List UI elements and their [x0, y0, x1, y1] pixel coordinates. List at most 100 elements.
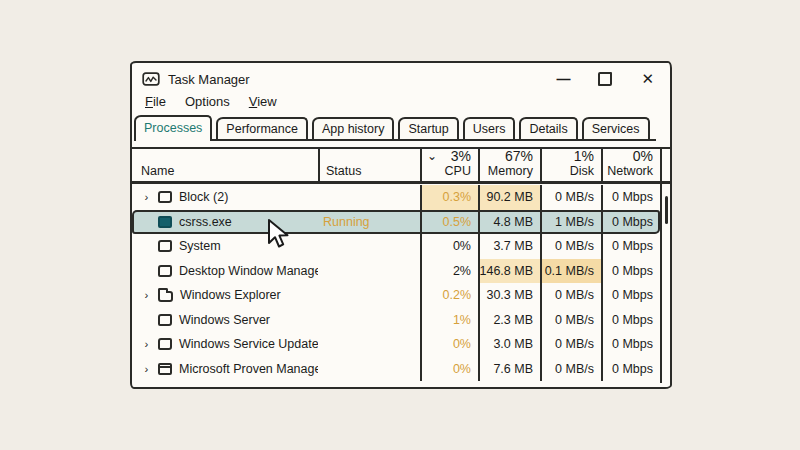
- network-cell: 0 Mbps: [601, 234, 660, 259]
- network-cell: 0 Mbps: [601, 357, 660, 382]
- disk-cell: 0 MB/s: [540, 283, 601, 308]
- process-row[interactable]: ›Block (2)0.3%90.2 MB0 MB/s0 Mbps: [132, 185, 660, 210]
- network-cell: 0 Mbps: [601, 259, 660, 284]
- menu-options[interactable]: Options: [185, 94, 230, 109]
- memory-total: 67%: [505, 148, 533, 164]
- process-name: Desktop Window Manager: [179, 264, 318, 278]
- process-row[interactable]: System0%3.7 MB0 MB/s0 Mbps: [132, 234, 660, 259]
- column-header-memory[interactable]: 67% Memory: [478, 149, 540, 181]
- network-cell: 0 Mbps: [601, 185, 660, 210]
- process-rows: ›Block (2)0.3%90.2 MB0 MB/s0 Mbpscsrss.e…: [132, 184, 670, 381]
- menu-view[interactable]: View: [249, 94, 277, 109]
- tab-performance[interactable]: Performance: [216, 117, 308, 139]
- app-process-icon: [158, 191, 172, 203]
- status-cell: [318, 308, 420, 333]
- tab-services[interactable]: Services: [582, 117, 650, 139]
- column-header-cpu[interactable]: ⌄ 3% CPU: [420, 149, 478, 181]
- process-name-cell: › Microsoft Proven Manager: [132, 357, 318, 382]
- expand-chevron-icon[interactable]: ›: [142, 338, 151, 350]
- process-row[interactable]: ›Windows Explorer 0.2%30.3 MB0 MB/s0 Mbps: [132, 283, 660, 308]
- process-name: Block (2): [179, 190, 228, 204]
- scrollbar-track[interactable]: [660, 147, 672, 383]
- memory-cell: 90.2 MB: [478, 185, 540, 210]
- memory-cell: 7.6 MB: [478, 357, 540, 382]
- menu-file[interactable]: File: [145, 94, 166, 109]
- tab-details[interactable]: Details: [519, 117, 577, 139]
- status-cell: [318, 259, 420, 284]
- expand-chevron-icon[interactable]: ›: [142, 363, 151, 375]
- memory-cell: 3.7 MB: [478, 234, 540, 259]
- network-cell: 0 Mbps: [601, 332, 660, 357]
- process-name-cell: Windows Server: [132, 308, 318, 333]
- network-cell: 0 Mbps: [601, 210, 660, 235]
- teal-process-icon: [158, 216, 172, 228]
- disk-total: 1%: [574, 148, 594, 164]
- cpu-cell: 0.2%: [420, 283, 478, 308]
- network-total: 0%: [633, 148, 653, 164]
- app-process-icon: [158, 265, 172, 277]
- process-name-cell: ›Windows Explorer: [132, 283, 318, 308]
- disk-cell: 0 MB/s: [540, 234, 601, 259]
- tab-startup[interactable]: Startup: [398, 117, 458, 139]
- minimize-icon[interactable]: —: [556, 72, 569, 86]
- network-cell: 0 Mbps: [601, 308, 660, 333]
- window-title: Task Manager: [168, 72, 250, 87]
- disk-cell: 0 MB/s: [540, 308, 601, 333]
- expand-chevron-icon[interactable]: ›: [142, 289, 151, 301]
- tab-strip: Processes Performance App history Startu…: [132, 113, 670, 141]
- process-row[interactable]: Windows Server1%2.3 MB0 MB/s0 Mbps: [132, 308, 660, 333]
- process-name: csrss.exe: [179, 215, 232, 229]
- cpu-cell: 0%: [420, 357, 478, 382]
- status-cell: [318, 185, 420, 210]
- memory-cell: 4.8 MB: [478, 210, 540, 235]
- status-cell: [318, 357, 420, 382]
- process-name-cell: System: [132, 234, 318, 259]
- process-row[interactable]: › Windows Service Update... 0%3.0 MB0 MB/s…: [132, 332, 660, 357]
- memory-cell: 3.0 MB: [478, 332, 540, 357]
- app-process-icon: [158, 338, 172, 350]
- column-header-name[interactable]: Name: [132, 149, 318, 181]
- process-name-cell: › Windows Service Update...: [132, 332, 318, 357]
- process-name-cell: Desktop Window Manager: [132, 259, 318, 284]
- process-name: System: [179, 239, 221, 253]
- status-cell: [318, 283, 420, 308]
- disk-cell: 1 MB/s: [540, 210, 601, 235]
- scrollbar-thumb[interactable]: [665, 196, 668, 224]
- column-header-status[interactable]: Status: [318, 149, 420, 181]
- process-name: Windows Service Update...: [179, 337, 318, 351]
- app-process-icon: [158, 314, 172, 326]
- process-name: Windows Server: [179, 313, 270, 327]
- cpu-cell: 0%: [420, 332, 478, 357]
- app-process-icon: [158, 240, 172, 252]
- disk-cell: 0 MB/s: [540, 185, 601, 210]
- memory-cell: 146.8 MB: [478, 259, 540, 284]
- title-bar: Task Manager — ✕: [132, 63, 670, 93]
- process-row[interactable]: ›Microsoft Proven Manager0%7.6 MB0 MB/s0…: [132, 357, 660, 382]
- cpu-cell: 2%: [420, 259, 478, 284]
- close-icon[interactable]: ✕: [641, 72, 654, 86]
- window-process-icon: [158, 363, 172, 375]
- column-header-disk[interactable]: 1% Disk: [540, 149, 601, 181]
- process-row[interactable]: csrss.exeRunning0.5%4.8 MB1 MB/s0 Mbps: [132, 210, 660, 235]
- column-header-network[interactable]: 0% Network: [601, 149, 660, 181]
- process-name-cell: › Block (2): [132, 185, 318, 210]
- process-row[interactable]: Desktop Window Manager2%146.8 MB0.1 MB/s…: [132, 259, 660, 284]
- tab-processes[interactable]: Processes: [134, 115, 212, 141]
- maximize-icon[interactable]: [598, 72, 612, 86]
- status-cell: Running: [318, 210, 420, 235]
- process-table: Name Status ⌄ 3% CPU 67% Memory 1% Disk: [132, 147, 670, 383]
- expand-chevron-icon[interactable]: ›: [142, 191, 151, 203]
- memory-cell: 30.3 MB: [478, 283, 540, 308]
- cpu-cell: 1%: [420, 308, 478, 333]
- menu-bar: File Options View: [132, 93, 670, 113]
- process-name-cell: csrss.exe: [132, 210, 318, 235]
- task-manager-window: Task Manager — ✕ File Options View Proce…: [130, 61, 672, 389]
- process-name: Microsoft Proven Manager: [179, 362, 318, 376]
- task-manager-icon: [142, 72, 160, 86]
- table-header: Name Status ⌄ 3% CPU 67% Memory 1% Disk: [132, 147, 670, 184]
- folder-process-icon: [158, 291, 173, 302]
- tab-app-history[interactable]: App history: [312, 117, 395, 139]
- tab-users[interactable]: Users: [463, 117, 516, 139]
- disk-cell: 0 MB/s: [540, 332, 601, 357]
- network-cell: 0 Mbps: [601, 283, 660, 308]
